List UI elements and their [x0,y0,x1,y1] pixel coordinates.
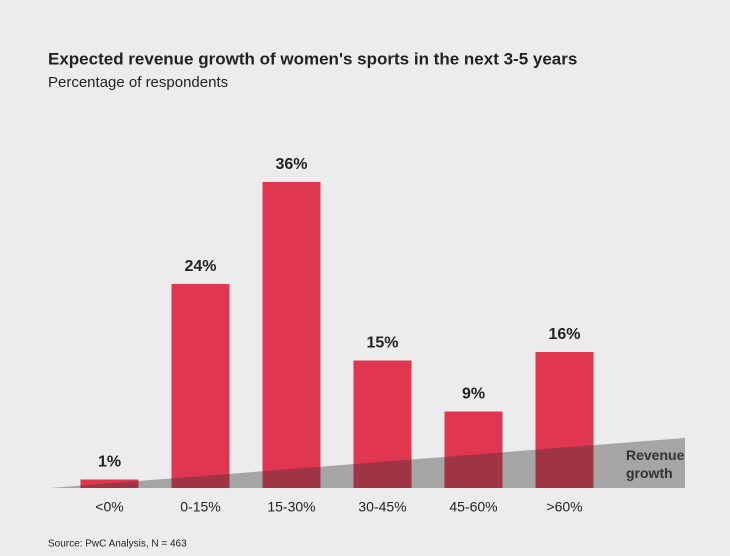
source-note: Source: PwC Analysis, N = 463 [48,539,187,550]
x-tick-label: 30-45% [358,499,406,515]
bar [535,352,594,488]
value-label: 9% [462,386,485,403]
x-tick-label: >60% [546,499,582,515]
chart-title: Expected revenue growth of women's sport… [48,49,577,68]
value-label: 15% [366,335,398,352]
value-label: 1% [98,454,121,471]
bar [353,360,412,488]
bar [80,479,139,488]
value-label: 24% [184,258,216,275]
value-label: 16% [548,326,580,343]
value-label: 36% [275,156,307,173]
bar [262,182,321,488]
growth-wedge [50,438,685,488]
x-tick-label: 0-15% [180,499,220,515]
annotation: Revenue growth [626,447,685,481]
chart-subtitle: Percentage of respondents [48,74,228,91]
bar [444,411,503,488]
x-tick-label: 15-30% [267,499,315,515]
x-tick-label: <0% [95,499,123,515]
bar [171,284,230,488]
x-tick-label: 45-60% [449,499,497,515]
